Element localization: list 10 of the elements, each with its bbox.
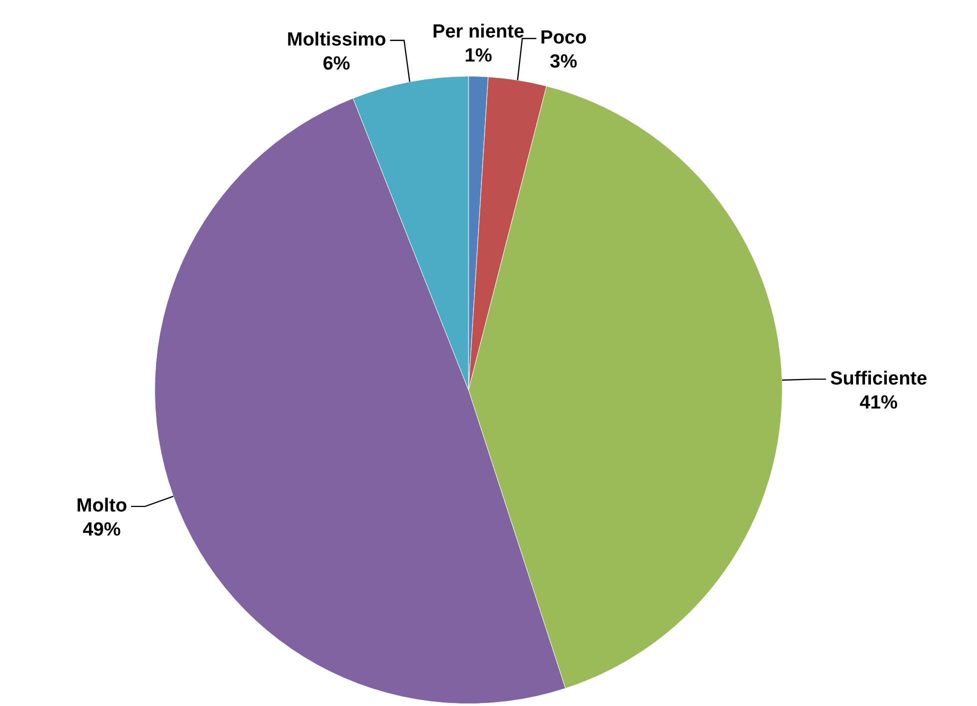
slice-label: Sufficiente — [830, 368, 928, 390]
slice-label: Per niente — [432, 22, 524, 43]
slice-label: Poco — [540, 28, 587, 49]
data-label: 41% — [860, 392, 898, 414]
data-label: 1% — [464, 46, 492, 67]
slice-label: Molto — [76, 496, 128, 517]
data-label: 49% — [82, 520, 121, 541]
data-label: 6% — [322, 54, 350, 75]
data-label: 3% — [550, 52, 578, 73]
slice-label: Moltissimo — [286, 30, 386, 51]
